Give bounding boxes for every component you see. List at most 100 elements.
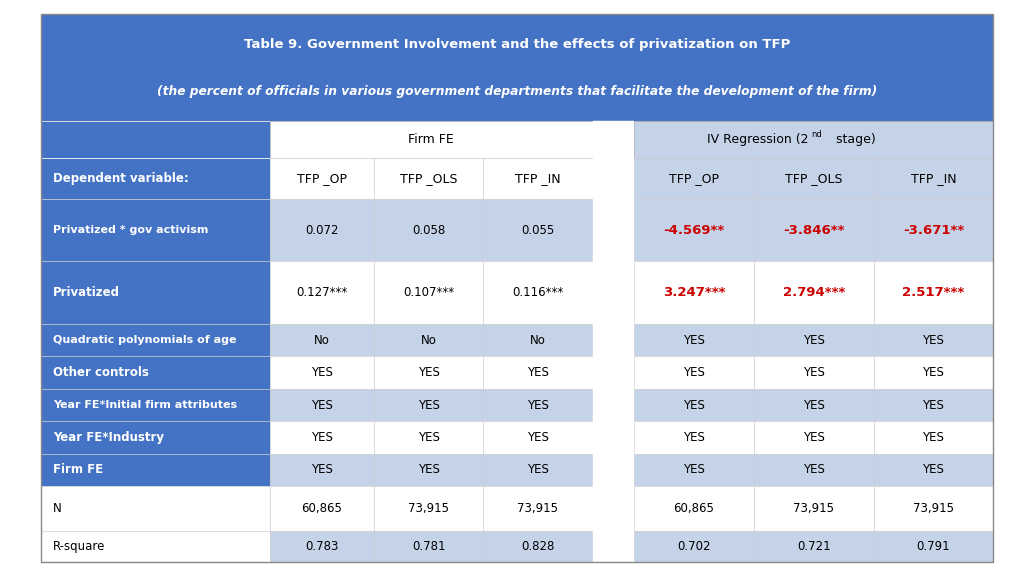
Bar [374,454,483,486]
Text: 2.517***: 2.517*** [902,286,965,300]
Text: Other controls: Other controls [53,366,150,379]
Bar [483,357,593,389]
Text: 2.794***: 2.794*** [782,286,845,300]
Bar [634,532,754,562]
Text: YES: YES [803,431,824,444]
Text: YES: YES [803,334,824,347]
Bar [754,158,873,199]
Bar [483,389,593,421]
Text: 73,915: 73,915 [794,502,835,515]
Bar [270,262,374,324]
Text: 0.781: 0.781 [412,540,445,553]
Text: 0.783: 0.783 [305,540,339,553]
Bar [754,454,873,486]
Text: YES: YES [418,399,439,411]
Bar [873,357,993,389]
Text: TFP _OLS: TFP _OLS [785,172,843,185]
Bar [634,357,754,389]
Bar [754,262,873,324]
Text: YES: YES [527,431,549,444]
Bar [483,158,593,199]
Bar [41,324,270,357]
Text: 0.828: 0.828 [521,540,555,553]
Text: 3.247***: 3.247*** [663,286,725,300]
Text: YES: YES [683,399,705,411]
Bar [593,486,634,532]
Text: 0.107***: 0.107*** [403,286,455,300]
Bar [634,121,993,158]
Bar [593,454,634,486]
Bar [483,486,593,532]
Text: 73,915: 73,915 [409,502,450,515]
Text: nd: nd [812,130,822,139]
Bar [374,158,483,199]
Bar [873,262,993,324]
Bar [270,421,374,454]
Bar [873,199,993,262]
Bar [41,421,270,454]
Bar [270,121,593,158]
Bar [483,199,593,262]
Text: YES: YES [683,431,705,444]
Text: (the percent of officials in various government departments that facilitate the : (the percent of officials in various gov… [157,85,878,98]
Text: YES: YES [803,399,824,411]
Bar [634,486,754,532]
Bar [374,199,483,262]
Text: YES: YES [923,366,944,379]
Text: 0.127***: 0.127*** [296,286,347,300]
Bar [754,389,873,421]
Bar [873,486,993,532]
Text: Quadratic polynomials of age: Quadratic polynomials of age [53,335,237,345]
Text: IV Regression (2: IV Regression (2 [708,133,809,146]
Text: YES: YES [923,334,944,347]
Bar [374,262,483,324]
Text: Table 9. Government Involvement and the effects of privatization on TFP: Table 9. Government Involvement and the … [244,38,791,51]
Bar [593,421,634,454]
Bar [873,389,993,421]
Bar [754,199,873,262]
Text: YES: YES [923,399,944,411]
Text: No: No [421,334,436,347]
Bar [374,421,483,454]
Bar [41,454,270,486]
Bar [41,14,993,121]
Bar [41,389,270,421]
Text: 0.721: 0.721 [797,540,830,553]
Text: Privatized: Privatized [53,286,120,300]
Text: -4.569**: -4.569** [664,223,725,237]
Bar [41,121,270,158]
Bar [270,357,374,389]
Bar [483,532,593,562]
Bar [270,486,374,532]
Text: YES: YES [527,366,549,379]
Text: YES: YES [923,463,944,476]
Text: YES: YES [803,463,824,476]
Text: YES: YES [418,431,439,444]
Bar [593,357,634,389]
Bar [41,158,270,199]
Bar [593,199,634,262]
Text: No: No [314,334,330,347]
Bar [593,121,634,158]
Text: Dependent variable:: Dependent variable: [53,172,189,185]
Bar [634,389,754,421]
Bar [634,262,754,324]
Text: YES: YES [311,366,333,379]
Bar [873,532,993,562]
Text: -3.846**: -3.846** [783,223,845,237]
Bar [873,324,993,357]
Text: 0.072: 0.072 [305,223,339,237]
Text: YES: YES [311,463,333,476]
Text: YES: YES [527,399,549,411]
Bar [593,158,634,199]
Text: TFP _IN: TFP _IN [515,172,561,185]
Bar [754,421,873,454]
Text: 73,915: 73,915 [913,502,954,515]
Text: 0.055: 0.055 [521,223,555,237]
Text: 0.116***: 0.116*** [512,286,563,300]
Text: YES: YES [418,366,439,379]
Bar [634,421,754,454]
Bar [483,324,593,357]
Text: N: N [53,502,62,515]
Text: YES: YES [683,463,705,476]
